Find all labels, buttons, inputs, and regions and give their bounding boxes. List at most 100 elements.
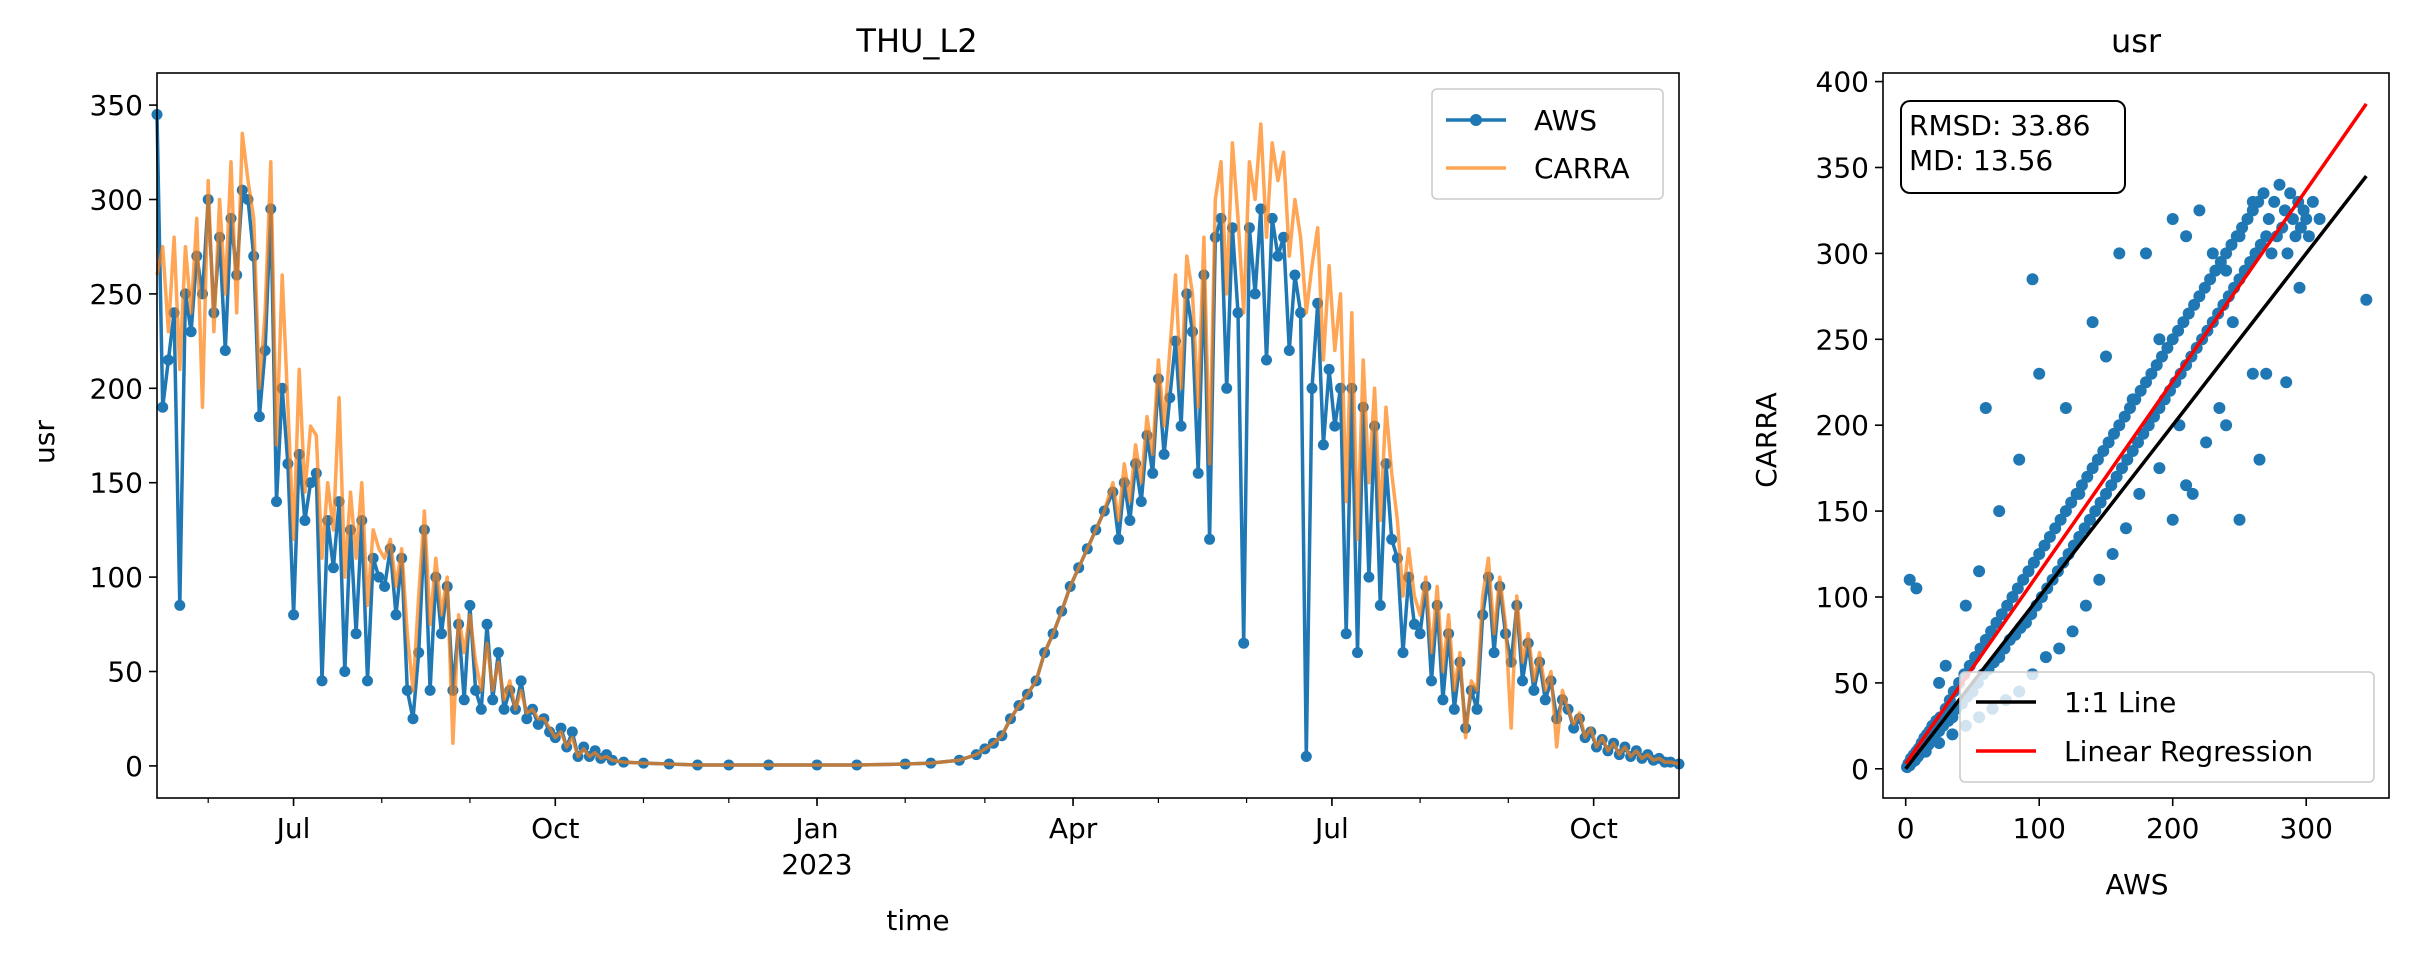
series-aws-point (1374, 599, 1386, 611)
scatter-point (2180, 479, 2193, 492)
scatter-point (2153, 462, 2166, 475)
scatter-lines (1904, 102, 2368, 770)
scatter-point (1990, 616, 2003, 629)
series-aws-point (470, 684, 482, 696)
scatter-point (2209, 264, 2222, 277)
scatter-point (2121, 453, 2134, 466)
series-aws-point (1317, 439, 1329, 451)
series-aws-point (475, 703, 487, 715)
scatter-point (2132, 436, 2144, 449)
series-aws-point (1329, 420, 1341, 432)
series-aws-point (379, 581, 391, 592)
scatter-point (2313, 213, 2326, 225)
series-aws-point (521, 713, 533, 725)
x-tick-label: Oct (1569, 812, 1617, 845)
scatter-point (2113, 247, 2126, 260)
scatter-point (2017, 573, 2030, 586)
scatter-point (2213, 402, 2226, 414)
scatter-point (2156, 350, 2168, 363)
stats-box-frame (1900, 100, 2126, 194)
scatter-point (2013, 453, 2026, 466)
x-tick-label: Jul (1313, 812, 1349, 845)
series-aws-point (185, 326, 197, 338)
timeseries-y-ticks: 0 50 100 150 200 250 300 350 (90, 89, 157, 783)
scatter-point (2094, 496, 2107, 509)
scatter-point (2118, 410, 2131, 423)
series-aws-point (339, 666, 351, 677)
series-aws-point (515, 675, 527, 687)
scatter-point (1933, 676, 1946, 689)
series-aws-point (1471, 703, 1483, 715)
x-tick-label: Oct (531, 812, 579, 845)
scatter-legend: 1:1 Line Linear Regression (1959, 671, 2375, 783)
scatter-legend-frame (1959, 671, 2375, 783)
scatter-point (2289, 230, 2302, 243)
scatter-point (2153, 333, 2166, 346)
scatter-point (2206, 247, 2219, 260)
scatter-point (2198, 281, 2211, 294)
timeseries-ylabel: usr (28, 420, 61, 464)
series-aws-point (555, 722, 567, 734)
scatter-point (2166, 333, 2179, 346)
scatter-point (1903, 573, 1916, 586)
scatter-point (2133, 487, 2146, 500)
series-aws-point (498, 703, 510, 715)
scatter-point (2150, 359, 2163, 372)
scatter-point (2126, 393, 2139, 406)
scatter-point (2059, 402, 2072, 414)
series-aws-point (1426, 675, 1437, 687)
scatter-point (2065, 496, 2078, 509)
scatter-point (2053, 642, 2066, 655)
timeseries-minor-ticks (207, 798, 1595, 803)
series-aws-point (1295, 307, 1307, 319)
y-tick-label: 0 (1851, 753, 1869, 786)
series-aws-point (253, 411, 265, 423)
scatter-point (2054, 513, 2067, 526)
series-aws-line (155, 114, 1680, 767)
y-tick-label: 400 (1816, 66, 1869, 99)
scatter-point (2140, 376, 2152, 389)
series-aws-point (1352, 647, 1363, 659)
series-aws-point (407, 713, 419, 725)
y-tick-label: 250 (90, 278, 143, 311)
series-aws-point (157, 401, 169, 413)
series-aws-point (162, 354, 174, 366)
scatter-y-ticks: 0 50 100 150 200 250 300 350 400 (1816, 66, 1883, 786)
scatter-point (2073, 487, 2086, 500)
scatter-point (2180, 230, 2193, 243)
scatter-xlabel: AWS (2105, 868, 2168, 901)
timeseries-series (151, 109, 1685, 771)
scatter-ylabel: CARRA (1750, 392, 1783, 488)
scatter-point (2225, 238, 2238, 251)
series-aws-point (350, 628, 362, 640)
scatter-point (2093, 573, 2106, 586)
scatter-point (2294, 221, 2307, 234)
legend-regression-label: Linear Regression (2064, 735, 2313, 768)
regression-line (1904, 102, 2368, 765)
scatter-point (2066, 625, 2079, 638)
scatter-point (1979, 402, 1992, 414)
scatter-point (2273, 178, 2286, 191)
series-aws-point (458, 694, 470, 706)
scatter-point (2097, 445, 2110, 457)
timeseries-plot-frame (156, 72, 1680, 799)
series-aws-point (401, 684, 413, 696)
scatter-point (2140, 247, 2152, 260)
x-tick-label: 300 (2279, 812, 2332, 845)
scatter-point (2083, 513, 2096, 526)
y-tick-label: 150 (90, 467, 143, 500)
series-aws-point (1568, 722, 1580, 734)
scatter-point (2038, 539, 2051, 552)
y-tick-label: 300 (90, 183, 143, 216)
scatter-point (2284, 187, 2297, 200)
series-aws-point (1488, 647, 1500, 659)
x-tick-label: 0 (1897, 812, 1915, 845)
scatter-point (2233, 230, 2246, 243)
series-aws-point (1221, 382, 1233, 394)
series-aws-point (1340, 628, 1352, 640)
timeseries-title: THU_L2 (855, 22, 977, 60)
scatter-point (2026, 273, 2039, 286)
scatter-point (2260, 230, 2273, 243)
y-tick-label: 200 (90, 372, 143, 405)
